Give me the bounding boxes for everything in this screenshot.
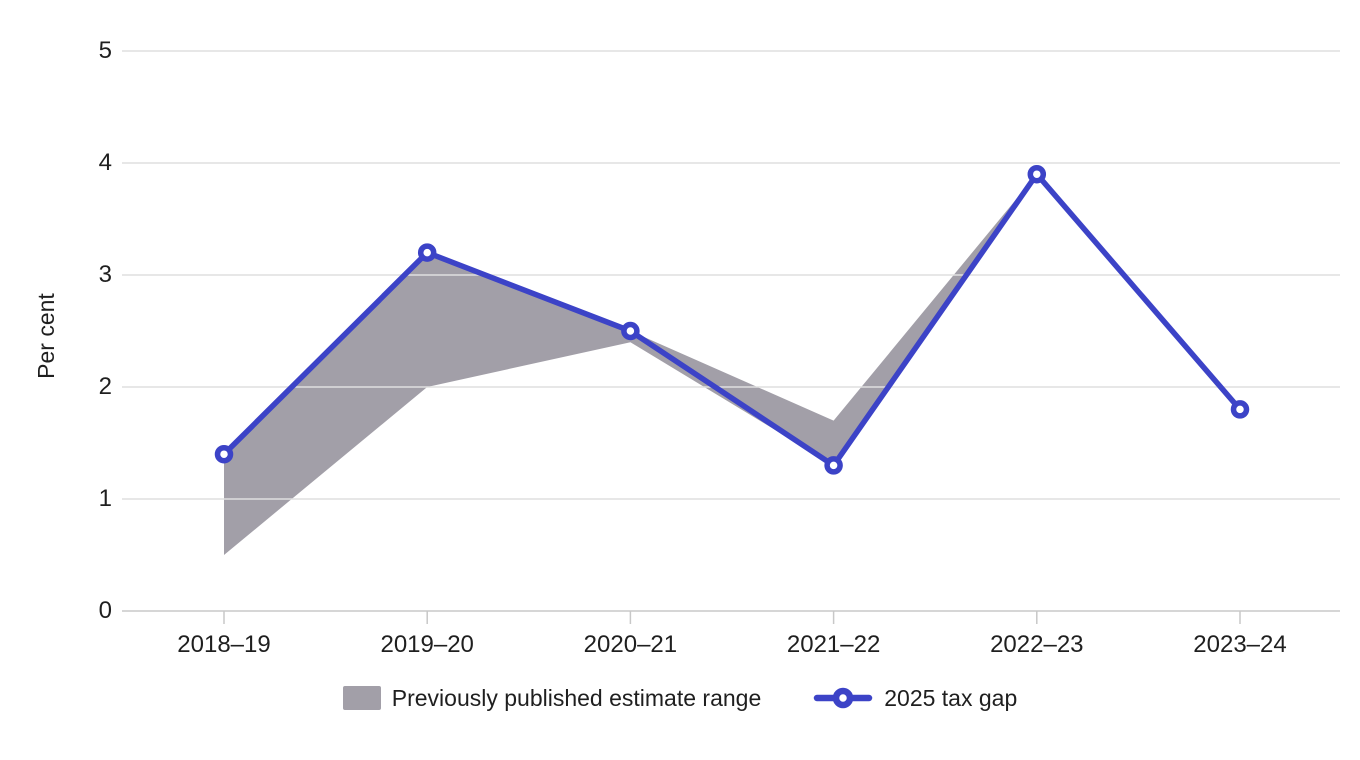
data-point-marker [214,444,234,464]
y-tick-label: 1 [98,485,112,512]
legend-item-band: Previously published estimate range [342,684,762,712]
line-marker-icon [813,687,873,709]
data-point-marker [621,321,640,341]
x-tick-label: 2018–19 [177,631,271,658]
data-point-marker [824,456,843,475]
legend-item-line: 2025 tax gap [813,684,1017,712]
x-tick-label: 2022–23 [990,631,1084,658]
estimate-range-band [224,174,1037,555]
data-point-marker [417,243,437,262]
legend-band-label: Previously published estimate range [391,684,762,711]
y-axis-title: Per cent [33,293,59,379]
tax-gap-line [221,171,1243,469]
y-tick-label: 0 [98,597,112,624]
x-tick-label: 2020–21 [583,631,678,658]
x-tick-label: 2023–24 [1193,631,1287,658]
legend-line-label: 2025 tax gap [884,684,1018,711]
band-swatch-icon [342,686,381,710]
legend: Previously published estimate range 2025… [0,684,1360,712]
y-tick-label: 2 [98,373,112,400]
data-point-marker [1230,400,1250,419]
y-tick-label: 3 [98,261,112,288]
y-tick-label: 4 [98,149,112,176]
x-tick-label: 2021–22 [786,631,881,658]
y-tick-label: 5 [98,37,112,64]
data-point-marker [1027,164,1047,184]
x-tick-label: 2019–20 [380,631,474,658]
